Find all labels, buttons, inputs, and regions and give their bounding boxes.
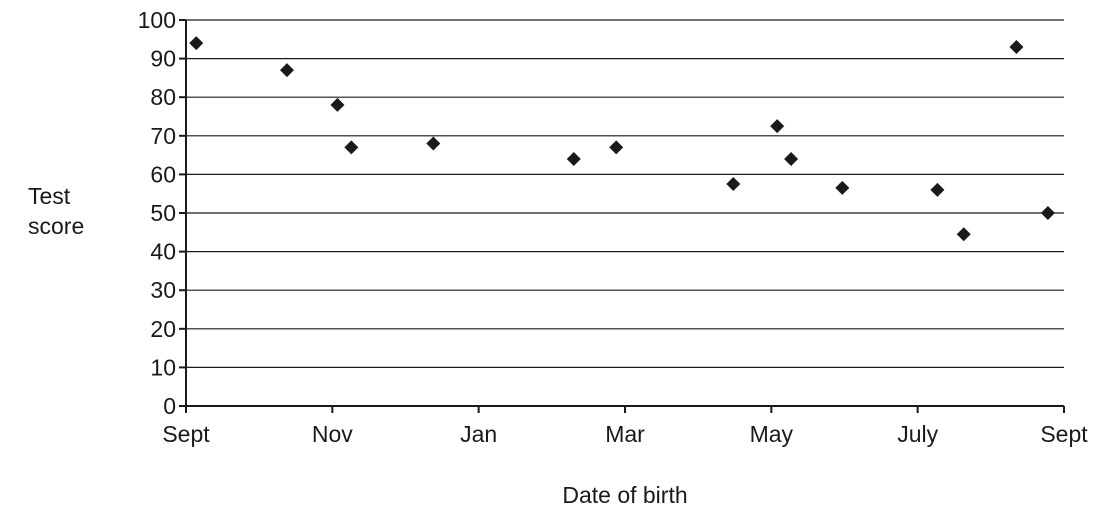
data-points [189,36,1055,242]
data-point-0 [189,36,204,51]
data-point-9 [784,151,799,166]
x-tick-label-1: Nov [312,421,353,447]
data-point-8 [770,119,785,134]
x-tick-label-4: May [750,421,794,447]
y-tick-label-100: 100 [138,7,176,33]
data-point-7 [726,177,741,192]
data-point-3 [344,140,359,155]
data-point-5 [566,151,581,166]
x-tick-label-2: Jan [460,421,497,447]
axes [179,19,1065,413]
data-point-13 [1009,40,1024,55]
y-tick-label-10: 10 [150,354,176,380]
y-axis-title-line1: Test [28,183,71,209]
x-axis-title: Date of birth [562,482,687,508]
data-point-2 [330,97,345,112]
x-tick-label-3: Mar [605,421,645,447]
y-tick-label-50: 50 [150,200,176,226]
y-tick-label-90: 90 [150,46,176,72]
data-point-11 [930,182,945,197]
y-axis-title: Test score [28,181,108,241]
data-point-12 [956,227,971,242]
y-tick-label-60: 60 [150,161,176,187]
y-tick-label-20: 20 [150,316,176,342]
x-tick-label-5: July [897,421,938,447]
y-tick-label-30: 30 [150,277,176,303]
data-point-6 [609,140,624,155]
x-tick-labels: Sept Nov Jan Mar May July Sept [162,421,1088,447]
data-point-1 [279,63,294,78]
y-tick-label-70: 70 [150,123,176,149]
data-point-10 [835,180,850,195]
y-tick-label-0: 0 [163,393,176,419]
y-axis-title-line2: score [28,213,85,239]
y-tick-label-40: 40 [150,239,176,265]
data-point-4 [426,136,441,151]
y-tick-labels: 0 10 20 30 40 50 60 70 80 90 100 [138,7,176,419]
x-tick-label-0: Sept [162,421,210,447]
gridlines [186,19,1064,368]
data-point-14 [1040,206,1055,220]
x-tick-label-6: Sept [1040,421,1088,447]
y-tick-label-80: 80 [150,84,176,110]
